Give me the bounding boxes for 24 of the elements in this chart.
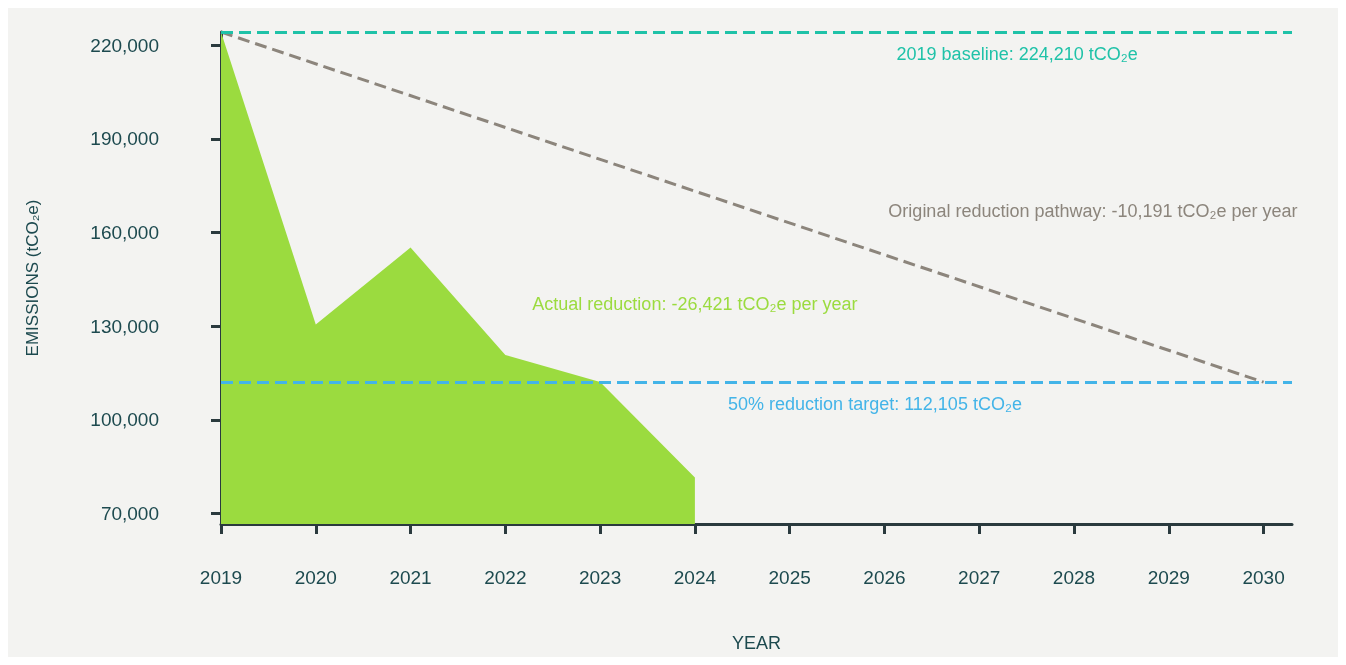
x-tick-label: 2021	[389, 567, 432, 588]
y-tick-label: 100,000	[90, 409, 159, 431]
x-tick-label: 2028	[1052, 567, 1096, 588]
y-tick-label: 160,000	[90, 222, 159, 244]
y-tick-label: 70,000	[100, 503, 159, 525]
x-tick-label: 2020	[294, 567, 337, 588]
x-tick-label: 2029	[1147, 567, 1190, 588]
x-tick-label: 2025	[768, 567, 811, 588]
ref-line-label: 50% reduction target: 112,105 tCO₂e	[728, 394, 1022, 415]
ref-line-label: 2019 baseline: 224,210 tCO₂e	[896, 44, 1138, 64]
y-axis-title: EMISSIONS (tCO₂e)	[23, 199, 42, 357]
x-tick-label: 2022	[484, 567, 527, 588]
x-tick-label: 2024	[673, 567, 717, 588]
text: Actual reduction: -26,421 tCO₂e per year	[532, 294, 858, 315]
x-tick-label: 2026	[863, 567, 906, 588]
x-tick-label: 2027	[958, 567, 1001, 588]
x-tick-label: 2019	[199, 567, 243, 588]
series-label: Original reduction pathway: -10,191 tCO₂e per year	[888, 200, 1298, 221]
y-tick-label: 220,000	[90, 34, 159, 56]
y-tick-label: 190,000	[90, 128, 159, 150]
x-tick-label: 2023	[578, 567, 622, 588]
x-axis-title: YEAR	[731, 633, 782, 653]
x-tick-label: 2030	[1242, 567, 1285, 588]
y-tick-label: 130,000	[90, 315, 159, 337]
